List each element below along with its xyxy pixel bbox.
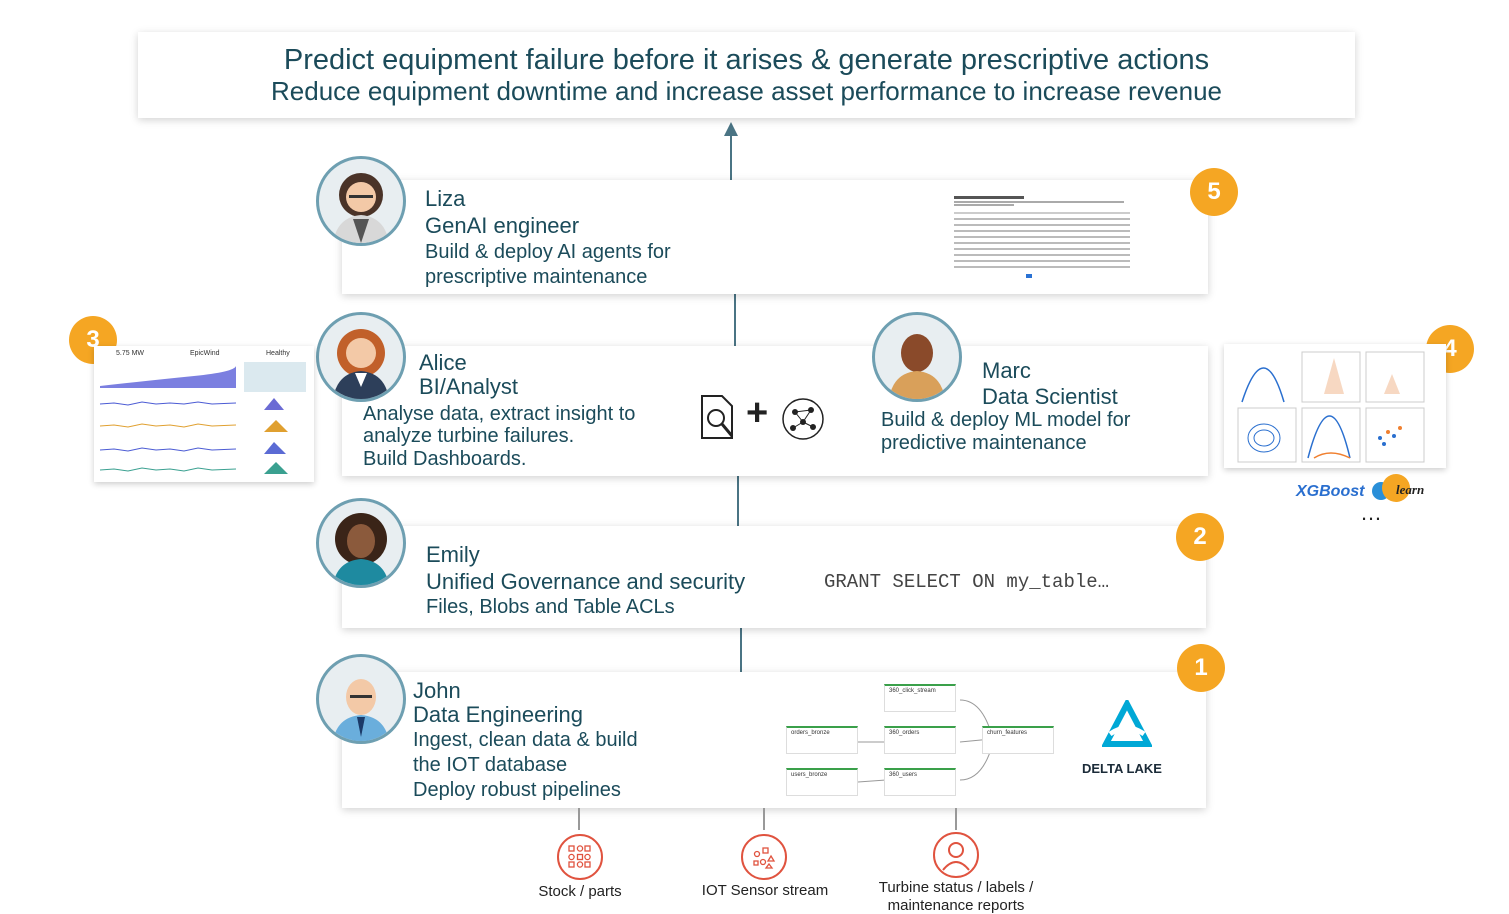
liza-avatar — [316, 156, 406, 246]
liza-name: Liza — [425, 186, 466, 211]
liza-role: GenAI engineer — [425, 213, 580, 238]
pipeline-node[interactable]: users_bronze — [786, 768, 858, 796]
emily-role: Unified Governance and security — [426, 569, 746, 594]
source-line-3 — [955, 808, 957, 830]
liza-card: Liza GenAI engineer Build & deploy AI ag… — [342, 180, 1208, 294]
liza-desc-2: prescriptive maintenance — [425, 266, 648, 288]
john-avatar — [316, 654, 406, 744]
source-label-turbine-2: maintenance reports — [887, 897, 1025, 914]
dashboard-value: 5.75 MW — [116, 350, 145, 357]
sklearn-label: learn — [1396, 482, 1425, 497]
connector-top — [730, 134, 732, 194]
header-card: Predict equipment failure before it aris… — [138, 32, 1355, 118]
document-search-icon — [698, 394, 738, 445]
alice-role: BI/Analyst — [419, 374, 519, 399]
source-label-iot: IOT Sensor stream — [701, 882, 829, 899]
liza-desc-1: Build & deploy AI agents for — [425, 241, 671, 263]
pipeline-node[interactable]: churn_features — [982, 726, 1054, 754]
john-role: Data Engineering — [413, 702, 584, 727]
emily-desc-1: Files, Blobs and Table ACLs — [426, 596, 675, 618]
ml-pairplot-thumbnail — [1224, 344, 1446, 468]
connector-4 — [740, 628, 742, 672]
badge-5: 5 — [1190, 168, 1238, 216]
marc-role: Data Scientist — [982, 384, 1118, 409]
john-card: John Data Engineering Ingest, clean data… — [342, 672, 1206, 808]
marc-name: Marc — [982, 358, 1031, 383]
xgboost-logo: XGBoost — [1296, 483, 1365, 500]
badge-1: 1 — [1177, 644, 1225, 692]
source-line-1 — [578, 808, 580, 830]
page-subtitle: Reduce equipment downtime and increase a… — [271, 76, 1222, 106]
delta-lake-icon — [1101, 697, 1153, 755]
john-desc-2: the IOT database — [413, 754, 568, 776]
dashboard-thumbnail: 5.75 MW EpicWind Healthy — [94, 346, 314, 482]
dashboard-brand: EpicWind — [190, 350, 220, 357]
agent-output-table — [954, 196, 1136, 290]
emily-name: Emily — [426, 542, 480, 567]
sensor-stream-icon — [741, 834, 787, 880]
pipeline-node[interactable]: orders_bronze — [786, 726, 858, 754]
alice-desc-1: Analyse data, extract insight to — [363, 403, 636, 425]
john-name: John — [413, 678, 461, 703]
dashboard-status: Healthy — [266, 350, 290, 357]
user-icon — [933, 832, 979, 878]
grant-sql-code: GRANT SELECT ON my_table… — [824, 571, 1110, 593]
source-label-stock: Stock / parts — [538, 883, 622, 900]
source-line-2 — [763, 808, 765, 830]
connector-3 — [737, 476, 739, 526]
network-brain-icon — [780, 396, 826, 447]
source-label-turbine: Turbine status / labels / — [878, 879, 1034, 896]
alice-marc-card: Alice BI/Analyst Analyse data, extract i… — [342, 346, 1208, 476]
connector-2 — [734, 294, 736, 346]
pipeline-node[interactable]: 360_users — [884, 768, 956, 796]
arrow-up-icon — [724, 122, 738, 136]
alice-desc-3: Build Dashboards. — [363, 448, 527, 470]
john-desc-3: Deploy robust pipelines — [413, 779, 621, 801]
emily-avatar — [316, 498, 406, 588]
pipeline-node[interactable]: 360_orders — [884, 726, 956, 754]
more-libs-ellipsis: … — [1360, 500, 1382, 525]
alice-avatar — [316, 312, 406, 402]
marc-avatar — [872, 312, 962, 402]
emily-card: Emily Unified Governance and security Fi… — [342, 526, 1206, 628]
pipeline-node[interactable]: 360_click_stream — [884, 684, 956, 712]
alice-name: Alice — [419, 350, 467, 375]
badge-2: 2 — [1176, 513, 1224, 561]
marc-desc-1: Build & deploy ML model for — [881, 409, 1131, 431]
marc-desc-2: predictive maintenance — [881, 432, 1087, 454]
delta-lake-label: DELTA LAKE — [1082, 761, 1162, 776]
sklearn-logo: learn — [1372, 474, 1434, 502]
john-desc-1: Ingest, clean data & build — [413, 729, 638, 751]
alice-desc-2: analyze turbine failures. — [363, 425, 575, 447]
plus-icon: + — [746, 392, 769, 434]
parts-grid-icon — [557, 834, 603, 880]
page-title: Predict equipment failure before it aris… — [283, 44, 1210, 76]
